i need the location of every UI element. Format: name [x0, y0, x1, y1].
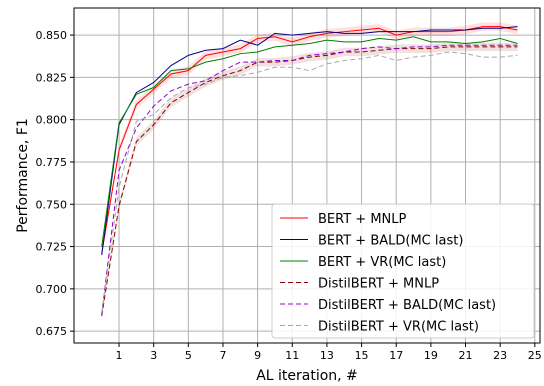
y-tick-label: 0.750: [36, 198, 68, 211]
x-tick-label: 19: [424, 349, 438, 362]
y-tick-label: 0.825: [36, 71, 68, 84]
y-tick-label: 0.850: [36, 29, 68, 42]
x-tick-label: 1: [116, 349, 123, 362]
legend-label-1: BERT + BALD(MC last): [318, 234, 463, 249]
y-tick-label: 0.700: [36, 283, 68, 296]
y-tick-label: 0.775: [36, 156, 68, 169]
y-tick-label: 0.725: [36, 241, 68, 254]
x-tick-label: 11: [285, 349, 299, 362]
plot-frame: [73, 7, 541, 344]
y-axis-label: Performance, F1: [15, 118, 31, 233]
legend-label-3: DistilBERT + MNLP: [318, 277, 439, 292]
series-line-1: [101, 26, 518, 256]
y-tick-label: 0.800: [36, 114, 68, 127]
legend-label-2: BERT + VR(MC last): [318, 255, 446, 270]
series-line-2: [101, 36, 518, 247]
x-tick-label: 9: [254, 349, 261, 362]
x-tick-label: 3: [150, 349, 157, 362]
legend: BERT + MNLP BERT + BALD(MC last) BERT + VR…: [271, 203, 535, 339]
series-line-5: [101, 51, 518, 313]
x-axis-label: AL iteration, #: [256, 368, 358, 384]
x-tick-label: 5: [185, 349, 192, 362]
x-tick-label: 21: [459, 349, 473, 362]
y-tick-label: 0.675: [36, 325, 68, 338]
x-tick-label: 25: [528, 349, 542, 362]
series-line-3: [101, 46, 518, 317]
x-tick-label: 13: [320, 349, 334, 362]
legend-label-5: DistilBERT + VR(MC last): [318, 320, 479, 335]
legend-box: [271, 203, 535, 339]
x-tick-label: 15: [355, 349, 369, 362]
legend-label-0: BERT + MNLP: [318, 212, 407, 227]
series-line-0: [101, 26, 518, 254]
x-tick-label: 23: [493, 349, 507, 362]
x-tick-label: 7: [219, 349, 226, 362]
axis-ticks: 1 3 5 7 9 11 13 15 17 19 21 23 250.6750.7000.7250.75…: [36, 29, 542, 362]
series-line-4: [101, 44, 518, 315]
series-lines: [101, 26, 518, 317]
x-tick-label: 17: [389, 349, 403, 362]
legend-label-4: DistilBERT + BALD(MC last): [318, 298, 496, 313]
